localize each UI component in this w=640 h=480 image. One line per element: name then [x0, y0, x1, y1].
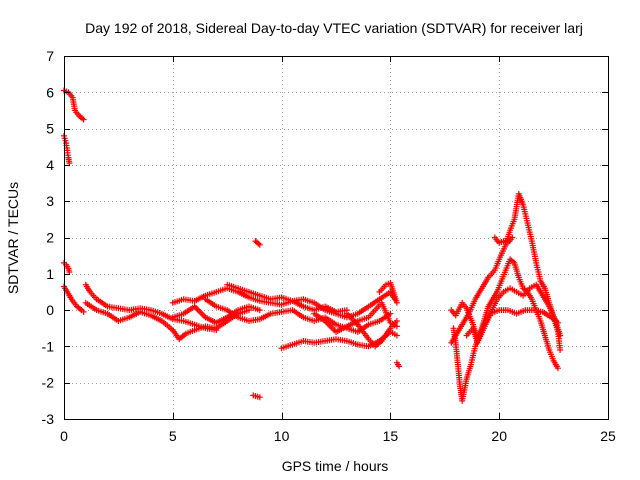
chart-title: Day 192 of 2018, Sidereal Day-to-day VTE… [85, 20, 583, 36]
data-point [256, 394, 263, 401]
x-tick-label: 5 [169, 428, 177, 444]
data-points [61, 87, 564, 404]
data-point [80, 308, 87, 315]
y-tick-label: 4 [46, 157, 54, 173]
y-tick-label: -1 [42, 338, 55, 354]
axis-ticks: 0 5 10 15 20 25 -3 -2 -1 0 1 2 3 4 5 6 7 [42, 48, 616, 444]
data-point [80, 116, 87, 123]
data-point [555, 365, 561, 372]
data-point [393, 332, 400, 339]
y-tick-label: 5 [46, 121, 54, 137]
data-point [256, 241, 263, 248]
y-tick-label: -2 [42, 375, 55, 391]
x-tick-label: 20 [491, 428, 507, 444]
y-tick-label: 3 [46, 193, 54, 209]
data-point [256, 307, 263, 314]
grid-lines [64, 56, 608, 419]
x-tick-label: 15 [383, 428, 399, 444]
y-tick-label: 1 [46, 266, 54, 282]
y-tick-label: 6 [46, 84, 54, 100]
y-tick-label: -3 [42, 411, 55, 427]
x-tick-label: 10 [274, 428, 290, 444]
x-tick-label: 25 [600, 428, 616, 444]
data-point [387, 310, 394, 317]
x-axis-label: GPS time / hours [282, 458, 389, 474]
data-point [557, 347, 564, 353]
data-point [396, 363, 403, 370]
data-point [557, 332, 564, 339]
y-tick-label: 0 [46, 302, 54, 318]
data-point [393, 299, 400, 306]
y-tick-label: 2 [46, 230, 54, 246]
x-tick-label: 0 [60, 428, 68, 444]
y-tick-label: 7 [46, 48, 54, 64]
data-point [509, 234, 516, 241]
y-axis-label: SDTVAR / TECUs [5, 182, 21, 294]
data-point [393, 318, 400, 324]
